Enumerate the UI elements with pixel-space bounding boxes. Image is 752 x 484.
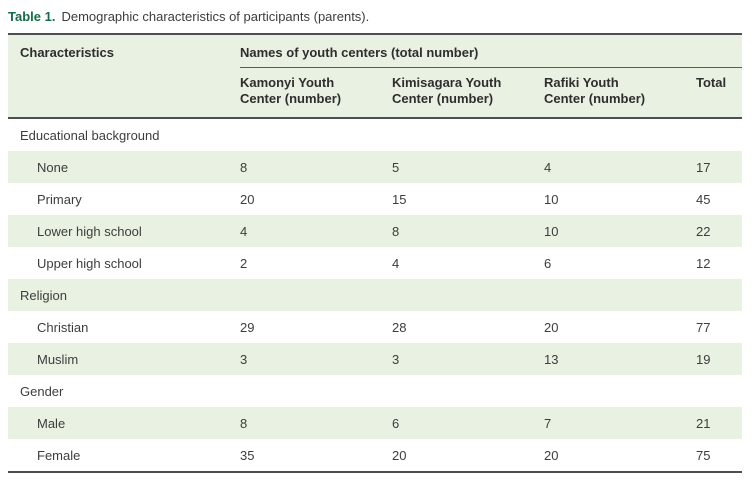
row-label: Muslim <box>37 351 79 367</box>
cell-kimisagara: 5 <box>392 159 400 175</box>
cell-kimisagara: 15 <box>392 191 407 207</box>
cell-kimisagara: 8 <box>392 223 400 239</box>
row-label: None <box>37 159 69 175</box>
demographics-table: Characteristics Names of youth centers (… <box>8 33 742 473</box>
table-row-upper-high-school: Upper high school 2 4 6 12 <box>8 247 742 279</box>
column-header-kamonyi: Kamonyi Youth Center (number) <box>240 75 342 106</box>
cell-total: 45 <box>696 191 711 207</box>
cell-total: 77 <box>696 319 711 335</box>
column-header-total: Total <box>696 75 727 90</box>
section-label: Religion <box>20 287 67 303</box>
cell-rafiki: 20 <box>544 447 559 463</box>
cell-rafiki: 4 <box>544 159 552 175</box>
column-header-characteristics: Characteristics <box>20 45 114 60</box>
table-row-male: Male 8 6 7 21 <box>8 407 742 439</box>
cell-kimisagara: 6 <box>392 415 400 431</box>
table-header: Characteristics Names of youth centers (… <box>8 35 742 119</box>
table-row-female: Female 35 20 20 75 <box>8 439 742 471</box>
cell-rafiki: 6 <box>544 255 552 271</box>
table-row-none: None 8 5 4 17 <box>8 151 742 183</box>
cell-rafiki: 20 <box>544 319 559 335</box>
cell-total: 17 <box>696 159 711 175</box>
cell-kamonyi: 35 <box>240 447 255 463</box>
cell-kamonyi: 20 <box>240 191 255 207</box>
row-label: Upper high school <box>37 255 142 271</box>
table-row-christian: Christian 29 28 20 77 <box>8 311 742 343</box>
cell-kamonyi: 3 <box>240 351 248 367</box>
section-row-gender: Gender <box>8 375 742 407</box>
table-caption: Table 1. Demographic characteristics of p… <box>0 0 752 33</box>
cell-total: 12 <box>696 255 711 271</box>
cell-kimisagara: 4 <box>392 255 400 271</box>
cell-total: 22 <box>696 223 711 239</box>
cell-rafiki: 13 <box>544 351 559 367</box>
cell-kimisagara: 3 <box>392 351 400 367</box>
table-row-lower-high-school: Lower high school 4 8 10 22 <box>8 215 742 247</box>
cell-total: 19 <box>696 351 711 367</box>
table-caption-text: Demographic characteristics of participa… <box>61 9 370 24</box>
cell-kamonyi: 8 <box>240 159 248 175</box>
cell-kamonyi: 4 <box>240 223 248 239</box>
cell-kimisagara: 20 <box>392 447 407 463</box>
cell-kamonyi: 8 <box>240 415 248 431</box>
bottom-margin <box>0 473 752 484</box>
column-header-kimisagara: Kimisagara Youth Center (number) <box>392 75 502 106</box>
cell-rafiki: 10 <box>544 191 559 207</box>
table-body: Educational background None 8 5 4 17 Pri… <box>8 119 742 471</box>
cell-rafiki: 10 <box>544 223 559 239</box>
table-row-muslim: Muslim 3 3 13 19 <box>8 343 742 375</box>
section-label: Gender <box>20 383 64 399</box>
row-label: Female <box>37 447 81 463</box>
cell-kamonyi: 29 <box>240 319 255 335</box>
column-group-header-youth-centers: Names of youth centers (total number) <box>240 35 742 68</box>
section-row-religion: Religion <box>8 279 742 311</box>
cell-kamonyi: 2 <box>240 255 248 271</box>
table-caption-number: Table 1. <box>8 9 56 24</box>
column-header-rafiki: Rafiki Youth Center (number) <box>544 75 646 106</box>
row-label: Lower high school <box>37 223 142 239</box>
row-label: Christian <box>37 319 89 335</box>
table-row-primary: Primary 20 15 10 45 <box>8 183 742 215</box>
cell-kimisagara: 28 <box>392 319 407 335</box>
row-label: Male <box>37 415 66 431</box>
cell-total: 21 <box>696 415 711 431</box>
row-label: Primary <box>37 191 82 207</box>
section-row-educational-background: Educational background <box>8 119 742 151</box>
section-label: Educational background <box>20 127 160 143</box>
cell-rafiki: 7 <box>544 415 552 431</box>
cell-total: 75 <box>696 447 711 463</box>
